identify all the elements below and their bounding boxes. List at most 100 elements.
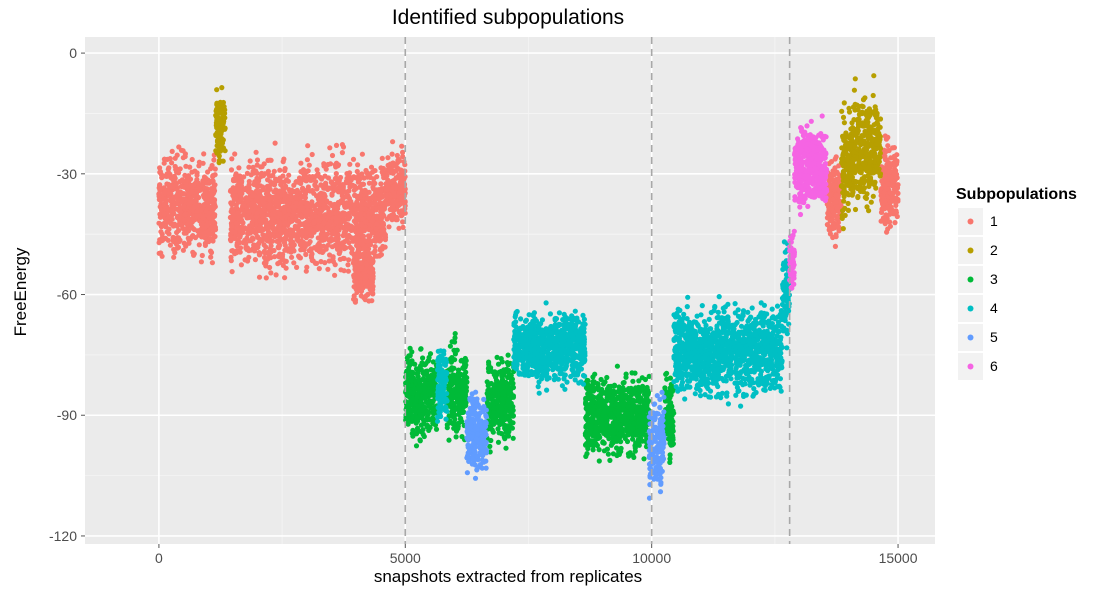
data-point — [856, 185, 861, 190]
data-point — [340, 150, 345, 155]
data-point — [283, 166, 288, 171]
data-point — [295, 227, 300, 232]
data-point — [340, 182, 345, 187]
data-point — [486, 393, 491, 398]
data-point — [611, 451, 616, 456]
data-point — [459, 434, 464, 439]
data-point — [853, 179, 858, 184]
data-point — [238, 194, 243, 199]
data-point — [835, 224, 840, 229]
data-point — [178, 205, 183, 210]
data-point — [242, 238, 247, 243]
data-point — [321, 206, 326, 211]
data-point — [455, 377, 460, 382]
data-point — [883, 169, 888, 174]
data-point — [338, 267, 343, 272]
data-point — [407, 412, 412, 417]
data-point — [360, 152, 365, 157]
data-point — [346, 188, 351, 193]
data-point — [883, 149, 888, 154]
data-point — [491, 413, 496, 418]
data-point — [286, 207, 291, 212]
data-point — [379, 187, 384, 192]
data-point — [253, 257, 258, 262]
data-point — [337, 189, 342, 194]
data-point — [869, 149, 874, 154]
data-point — [460, 408, 465, 413]
data-point — [229, 167, 234, 172]
data-point — [378, 247, 383, 252]
data-point — [236, 165, 241, 170]
data-point — [263, 196, 268, 201]
data-point — [877, 159, 882, 164]
data-point — [453, 331, 458, 336]
data-point — [242, 209, 247, 214]
data-point — [892, 220, 897, 225]
data-point — [452, 417, 457, 422]
chart-title: Identified subpopulations — [392, 6, 624, 29]
data-point — [211, 157, 216, 162]
data-point — [509, 407, 514, 412]
data-point — [307, 248, 312, 253]
data-point — [214, 87, 219, 92]
data-point — [456, 368, 461, 373]
data-point — [273, 141, 278, 146]
data-point — [381, 223, 386, 228]
data-point — [176, 170, 181, 175]
data-point — [252, 179, 257, 184]
data-point — [858, 150, 863, 155]
data-point — [219, 85, 224, 90]
data-point — [506, 362, 511, 367]
data-point — [272, 209, 277, 214]
data-point — [496, 440, 501, 445]
data-point — [455, 392, 460, 397]
data-point — [192, 251, 197, 256]
data-point — [270, 216, 275, 221]
data-point — [309, 199, 314, 204]
data-point — [422, 434, 427, 439]
data-point — [277, 175, 282, 180]
data-point — [861, 139, 866, 144]
data-point — [853, 76, 858, 81]
data-point — [157, 197, 162, 202]
data-point — [314, 186, 319, 191]
data-point — [310, 258, 315, 263]
data-point — [486, 383, 491, 388]
data-point — [275, 261, 280, 266]
data-point — [448, 344, 453, 349]
data-point — [366, 227, 371, 232]
data-point — [502, 436, 507, 441]
data-point — [347, 162, 352, 167]
data-point — [334, 143, 339, 148]
data-point — [895, 175, 900, 180]
data-point — [492, 405, 497, 410]
data-point — [843, 179, 848, 184]
data-point — [268, 187, 273, 192]
data-point — [334, 161, 339, 166]
data-point — [832, 165, 837, 170]
data-point — [861, 161, 866, 166]
data-point — [348, 245, 353, 250]
data-point — [186, 241, 191, 246]
data-point — [511, 385, 516, 390]
data-point — [339, 225, 344, 230]
data-point — [496, 392, 501, 397]
data-point — [211, 179, 216, 184]
data-point — [434, 427, 439, 432]
data-point — [358, 213, 363, 218]
data-point — [199, 259, 204, 264]
data-point — [183, 164, 188, 169]
data-point — [419, 367, 424, 372]
data-point — [201, 151, 206, 156]
data-point — [857, 112, 862, 117]
data-point — [190, 233, 195, 238]
data-point — [866, 208, 871, 213]
data-point — [452, 348, 457, 353]
data-point — [211, 186, 216, 191]
data-point — [425, 415, 430, 420]
data-point — [430, 416, 435, 421]
data-point — [825, 211, 830, 216]
data-point — [194, 213, 199, 218]
